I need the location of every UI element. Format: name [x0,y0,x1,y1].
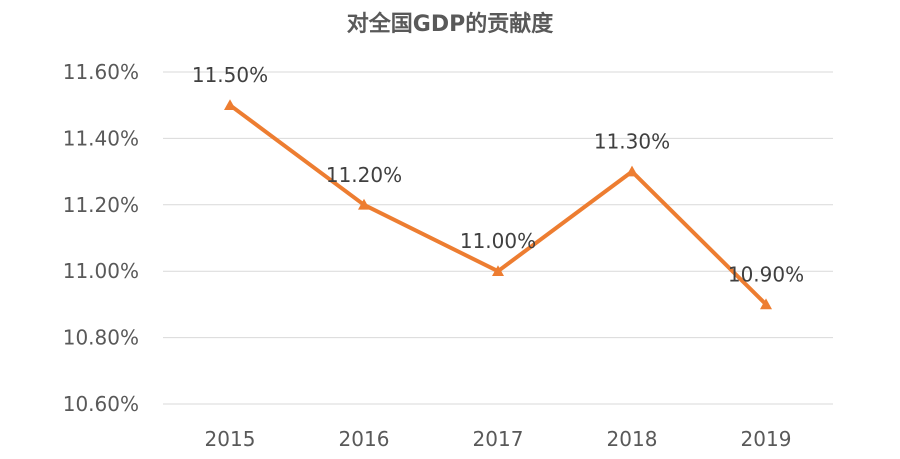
data-point-markers [224,99,772,310]
chart-title: 对全国GDP的贡献度 [346,12,554,37]
x-axis-tick-labels: 2015 2016 2017 2018 2019 [205,427,792,451]
y-tick-label: 11.00% [63,259,139,283]
x-tick-label: 2017 [473,427,524,451]
x-tick-label: 2018 [607,427,658,451]
x-tick-label: 2015 [205,427,256,451]
data-point-marker [760,298,772,310]
data-labels: 11.50% 11.20% 11.00% 11.30% 10.90% [192,63,804,286]
data-label: 11.30% [594,130,670,154]
y-tick-label: 10.80% [63,326,139,350]
data-point-marker [224,99,236,110]
data-label: 11.20% [326,163,402,187]
y-tick-label: 11.20% [63,193,139,217]
data-point-marker [358,198,370,210]
data-label: 11.50% [192,63,268,87]
x-tick-label: 2016 [339,427,390,451]
data-point-marker [492,265,504,276]
data-label: 11.00% [460,229,536,253]
x-tick-label: 2019 [741,427,792,451]
y-axis-tick-labels: 10.60% 10.80% 11.00% 11.20% 11.40% 11.60% [63,60,139,416]
y-tick-label: 10.60% [63,392,139,416]
y-tick-label: 11.40% [63,126,139,150]
data-label: 10.90% [728,262,804,286]
y-tick-label: 11.60% [63,60,139,84]
data-point-marker [626,165,638,177]
